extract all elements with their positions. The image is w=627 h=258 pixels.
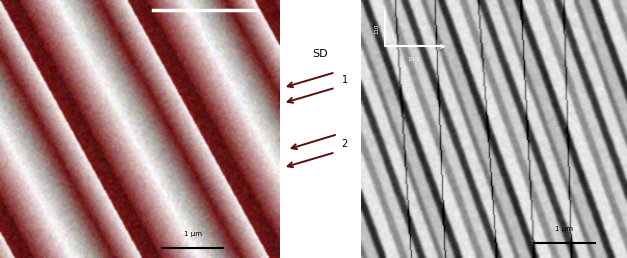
Text: 2: 2 — [342, 140, 348, 149]
Text: 1 μm: 1 μm — [184, 231, 201, 237]
Text: 110: 110 — [374, 23, 379, 34]
Text: SD: SD — [312, 49, 327, 59]
Text: 10-1: 10-1 — [408, 57, 420, 62]
Text: 1 μm: 1 μm — [556, 226, 573, 232]
Text: 1: 1 — [342, 75, 348, 85]
